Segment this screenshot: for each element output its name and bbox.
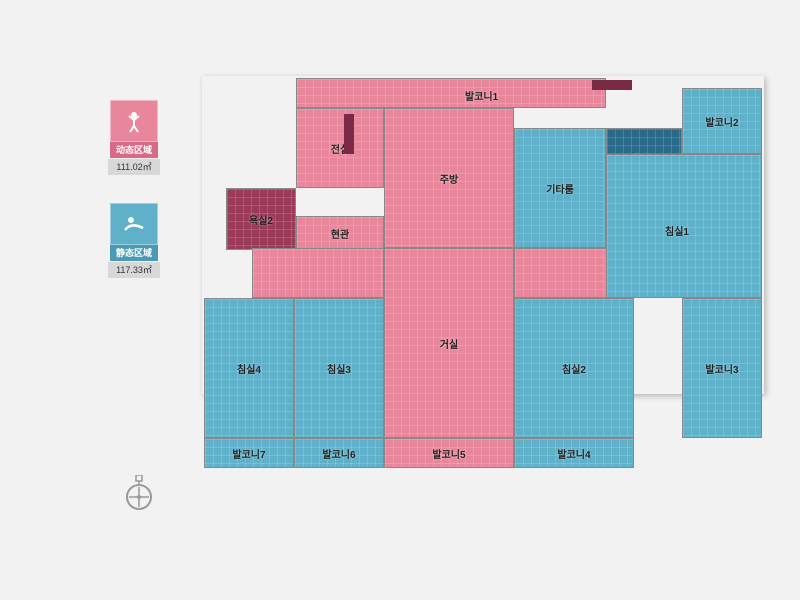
room-욕실2: 욕실2 [226,188,296,250]
floorplan: 발코니1전실주방욕실2현관거실발코니5발코니2기타룸욕실1침실1침실4침실3침실… [204,78,762,498]
legend-panel: 动态区域 111.02㎡ 静态区域 117.33㎡ [108,100,160,306]
room-label: 침실4 [237,361,261,376]
room-전실: 전실 [296,108,384,188]
legend-dynamic-value: 111.02㎡ [108,159,160,175]
room-label: 침실1 [665,223,689,238]
room-기타룸: 기타룸 [514,128,606,248]
room-label: 침실3 [327,361,351,376]
room-침실4: 침실4 [204,298,294,438]
room-label: 발코니6 [322,446,355,461]
room-label: 거실 [440,336,458,351]
room-발코니2: 발코니2 [682,88,762,154]
room-ext1 [252,248,384,298]
room-label: 주방 [440,171,458,186]
room-label: 침실2 [562,361,586,376]
compass-icon [124,475,154,518]
room-현관: 현관 [296,216,384,250]
accent-strip [344,114,354,154]
room-label: 현관 [331,226,349,241]
room-주방: 주방 [384,108,514,248]
legend-dynamic: 动态区域 111.02㎡ [108,100,160,175]
room-침실2: 침실2 [514,298,634,438]
room-label: 발코니1 [465,88,498,103]
room-label: 발코니3 [705,361,738,376]
room-label: 욕실2 [249,212,273,227]
room-발코니6: 발코니6 [294,438,384,468]
room-발코니4: 발코니4 [514,438,634,468]
room-침실1: 침실1 [606,154,762,298]
legend-static-label: 静态区域 [110,245,158,261]
room-label: 발코니4 [557,446,590,461]
room-발코니7: 발코니7 [204,438,294,468]
room-label: 발코니7 [232,446,265,461]
legend-dynamic-label: 动态区域 [110,142,158,158]
room-발코니5: 발코니5 [384,438,514,468]
room-거실: 거실 [384,248,514,438]
room-label: 발코니2 [705,114,738,129]
room-발코니3: 발코니3 [682,298,762,438]
static-zone-icon [110,203,158,245]
dynamic-zone-icon [110,100,158,142]
legend-static: 静态区域 117.33㎡ [108,203,160,278]
legend-static-value: 117.33㎡ [108,262,160,278]
room-label: 기타룸 [546,181,574,196]
room-label: 발코니5 [432,446,465,461]
room-침실3: 침실3 [294,298,384,438]
accent-strip [592,80,632,90]
room-발코니1: 발코니1 [296,78,606,108]
